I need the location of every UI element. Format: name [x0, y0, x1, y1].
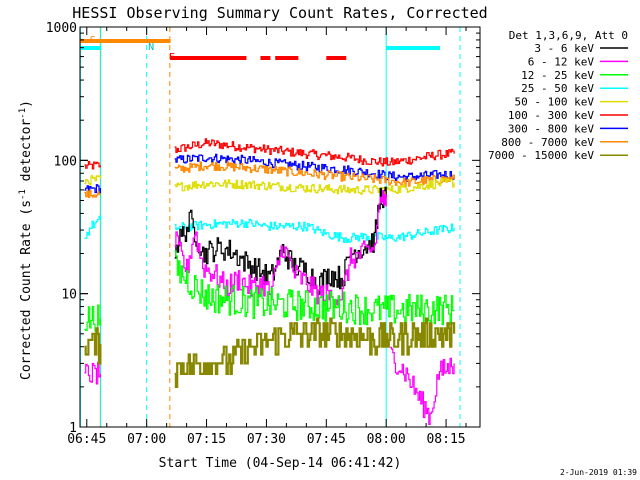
legend-label-4: 50 - 100 keV	[515, 96, 595, 109]
y-axis-label: Corrected Count Rate (s-1 detector-1)	[18, 100, 34, 380]
x-tick-label-5: 08:00	[367, 432, 406, 447]
x-axis-label: Start Time (04-Sep-14 06:41:42)	[159, 456, 402, 471]
plot-area: S N F 1 10 100 1000 06:45 07:00 07:15 07:30 07:45 08…	[46, 21, 481, 447]
curve-7000-15000keV-seg1	[174, 317, 456, 388]
x-tick-label-6: 08:15	[426, 432, 465, 447]
curve-800-7000keV-seg0	[84, 189, 101, 198]
y-label-part-2: detector	[19, 119, 34, 190]
legend-label-2: 12 - 25 keV	[521, 69, 594, 82]
curve-300-800keV-seg0	[84, 184, 101, 194]
annotation-f: F	[169, 52, 175, 63]
y-label-sup-2: -1	[18, 108, 28, 119]
curve-100-300keV-seg0	[84, 160, 101, 170]
annotation-n: N	[148, 42, 154, 53]
y-tick-label-2: 100	[54, 154, 77, 169]
curve-300-800keV-seg1	[174, 153, 455, 182]
legend-label-0: 3 - 6 keV	[534, 42, 594, 55]
x-tick-label-2: 07:15	[187, 432, 226, 447]
legend-label-7: 800 - 7000 keV	[501, 136, 594, 149]
curve-6-12keV-seg0	[84, 361, 101, 385]
legend-title: Det 1,3,6,9, Att 0	[509, 29, 628, 42]
legend-label-5: 100 - 300 keV	[508, 109, 594, 122]
y-tick-label-1: 10	[61, 288, 77, 303]
y-label-part-3: )	[19, 100, 34, 108]
curve-50-100keV-seg1	[174, 178, 455, 195]
curve-800-7000keV-seg1	[174, 161, 455, 188]
curve-6-12keV-seg1	[174, 190, 387, 308]
legend-label-3: 25 - 50 keV	[521, 82, 594, 95]
curve-25-50keV-seg1	[174, 218, 455, 243]
curve-6-12keV-seg2	[390, 346, 455, 425]
curve-12-25keV-seg1	[174, 250, 455, 326]
x-tick-label-0: 06:45	[67, 432, 106, 447]
footer-date: 2-Jun-2019 01:39	[560, 468, 637, 477]
curve-12-25keV-seg0	[84, 304, 101, 336]
y-label-part-1: Corrected Count Rate (s	[19, 200, 34, 380]
curves-group	[84, 138, 456, 425]
y-label-sup-1: -1	[18, 189, 28, 200]
legend-label-8: 7000 - 15000 keV	[488, 149, 594, 162]
chart-title: HESSI Observing Summary Count Rates, Cor…	[72, 4, 487, 22]
curve-25-50keV-seg0	[84, 215, 101, 239]
annotation-s: S	[90, 35, 96, 46]
curve-7000-15000keV-seg0	[84, 327, 102, 365]
y-tick-label-3: 1000	[46, 21, 77, 36]
x-tick-label-1: 07:00	[127, 432, 166, 447]
plot-frame	[79, 26, 481, 428]
legend-label-1: 6 - 12 keV	[528, 55, 595, 68]
y-tick-label-0: 1	[69, 421, 77, 436]
curve-50-100keV-seg0	[84, 175, 101, 186]
x-tick-label-3: 07:30	[247, 432, 286, 447]
curve-100-300keV-seg1	[174, 138, 455, 167]
legend-label-6: 300 - 800 keV	[508, 122, 594, 135]
x-tick-label-4: 07:45	[307, 432, 346, 447]
